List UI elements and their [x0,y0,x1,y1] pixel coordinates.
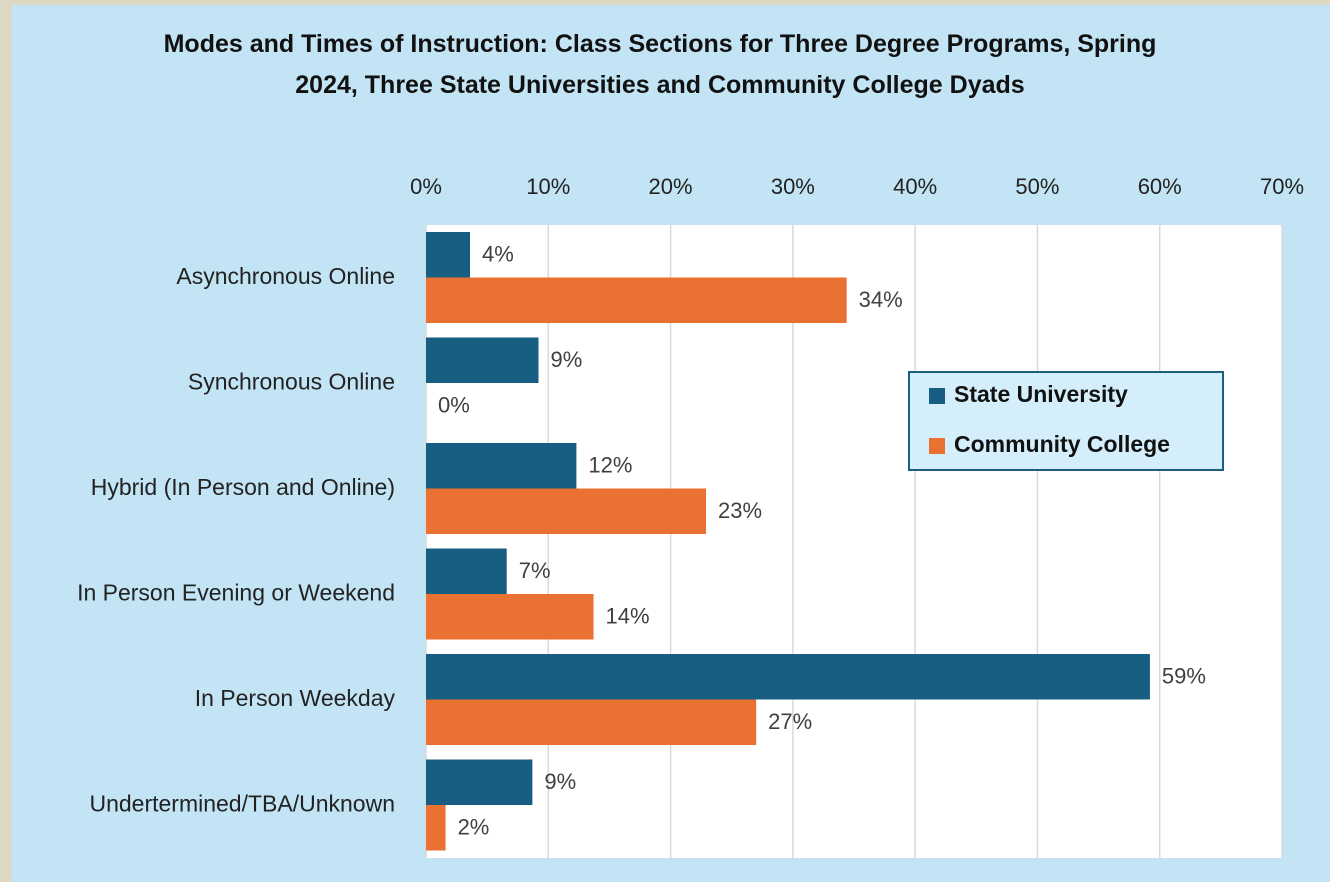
data-label: 12% [588,453,632,478]
x-tick-label: 50% [1015,174,1059,199]
x-tick-label: 0% [410,174,442,199]
data-label: 2% [458,815,490,840]
y-tick-label: Synchronous Online [188,368,395,394]
data-label: 9% [551,347,583,372]
legend-label: Community College [954,431,1170,457]
data-label: 59% [1162,664,1206,689]
data-label: 7% [519,558,551,583]
x-tick-label: 40% [893,174,937,199]
data-label: 34% [859,287,903,312]
y-tick-label: In Person Weekday [195,685,396,711]
x-tick-label: 30% [771,174,815,199]
bar [426,232,471,278]
legend-swatch [929,388,945,404]
bar [426,277,847,323]
data-label: 27% [768,709,812,734]
legend: State University Community College [908,371,1224,471]
bar [426,759,533,805]
bar [426,548,507,594]
bar [426,594,594,640]
plot-area [426,225,1282,858]
y-tick-label: In Person Evening or Weekend [77,579,395,605]
bar [426,337,539,383]
x-tick-label: 60% [1138,174,1182,199]
legend-swatch [929,438,945,454]
data-label: 23% [718,498,762,523]
bar [426,805,446,851]
y-tick-label: Hybrid (In Person and Online) [91,474,395,500]
y-tick-label: Undertermined/TBA/Unknown [89,790,395,816]
data-label: 9% [544,769,576,794]
x-tick-label: 70% [1260,174,1304,199]
bar [426,654,1150,700]
chart-title: Modes and Times of Instruction: Class Se… [163,30,1157,99]
data-label: 0% [438,393,470,418]
bar [426,488,707,534]
x-tick-label: 10% [526,174,570,199]
legend-box [908,371,1224,471]
bar [426,443,577,489]
x-tick-label: 20% [649,174,693,199]
data-label: 14% [606,604,650,629]
bar [426,699,757,745]
data-label: 4% [482,242,514,267]
y-tick-label: Asynchronous Online [176,263,395,289]
legend-label: State University [954,381,1128,407]
